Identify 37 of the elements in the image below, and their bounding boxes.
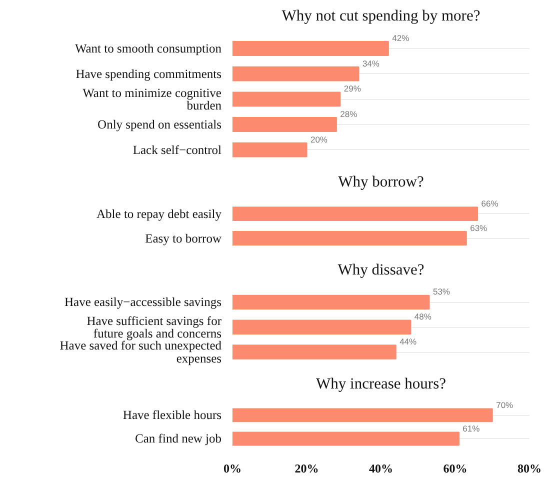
chart-title: Why dissave? — [338, 262, 424, 278]
data-label: 66% — [481, 198, 499, 208]
x-tick-label: 80% — [518, 462, 542, 476]
x-tick-label: 20% — [294, 462, 319, 476]
chart-title: Why not cut spending by more? — [282, 8, 480, 24]
y-tick-label: Easy to borrow — [145, 231, 222, 246]
data-label: 44% — [400, 336, 418, 347]
chart-title: Why increase hours? — [316, 376, 446, 392]
bar — [232, 66, 360, 82]
x-tick-label: 40% — [369, 462, 393, 476]
x-tick-label: 60% — [443, 462, 468, 476]
y-tick-label: Can find new job — [135, 432, 222, 446]
y-tick-label: Able to repay debt easily — [96, 206, 222, 221]
data-label: 29% — [344, 84, 362, 94]
y-tick-label: Only spend on essentials — [98, 118, 222, 132]
y-tick-label: Have spending commitments — [76, 66, 222, 81]
data-label: 53% — [432, 286, 450, 297]
bar — [232, 92, 341, 107]
data-label: 70% — [496, 400, 514, 410]
data-label: 34% — [362, 58, 380, 68]
chart-title: Why borrow? — [338, 174, 424, 190]
x-tick-label: 0% — [224, 462, 242, 476]
bar — [232, 142, 308, 158]
y-tick-label: Want to minimize cognitive burden — [82, 86, 222, 112]
y-tick-label: Lack self−control — [132, 142, 222, 157]
y-tick-label: Want to smooth consumption — [74, 42, 222, 56]
data-label: 28% — [340, 108, 358, 119]
data-label: 20% — [310, 134, 328, 144]
data-label: 61% — [462, 424, 480, 434]
bar — [232, 117, 337, 132]
y-tick-label: Have easily−accessible savings — [64, 295, 222, 310]
y-tick-label: Have sufficient savings for future goals and concerns — [86, 314, 222, 340]
data-label: 48% — [414, 312, 432, 322]
data-label: 63% — [470, 222, 488, 233]
y-tick-label: Have flexible hours — [122, 408, 222, 422]
bar — [232, 41, 389, 56]
data-label: 42% — [392, 32, 410, 43]
